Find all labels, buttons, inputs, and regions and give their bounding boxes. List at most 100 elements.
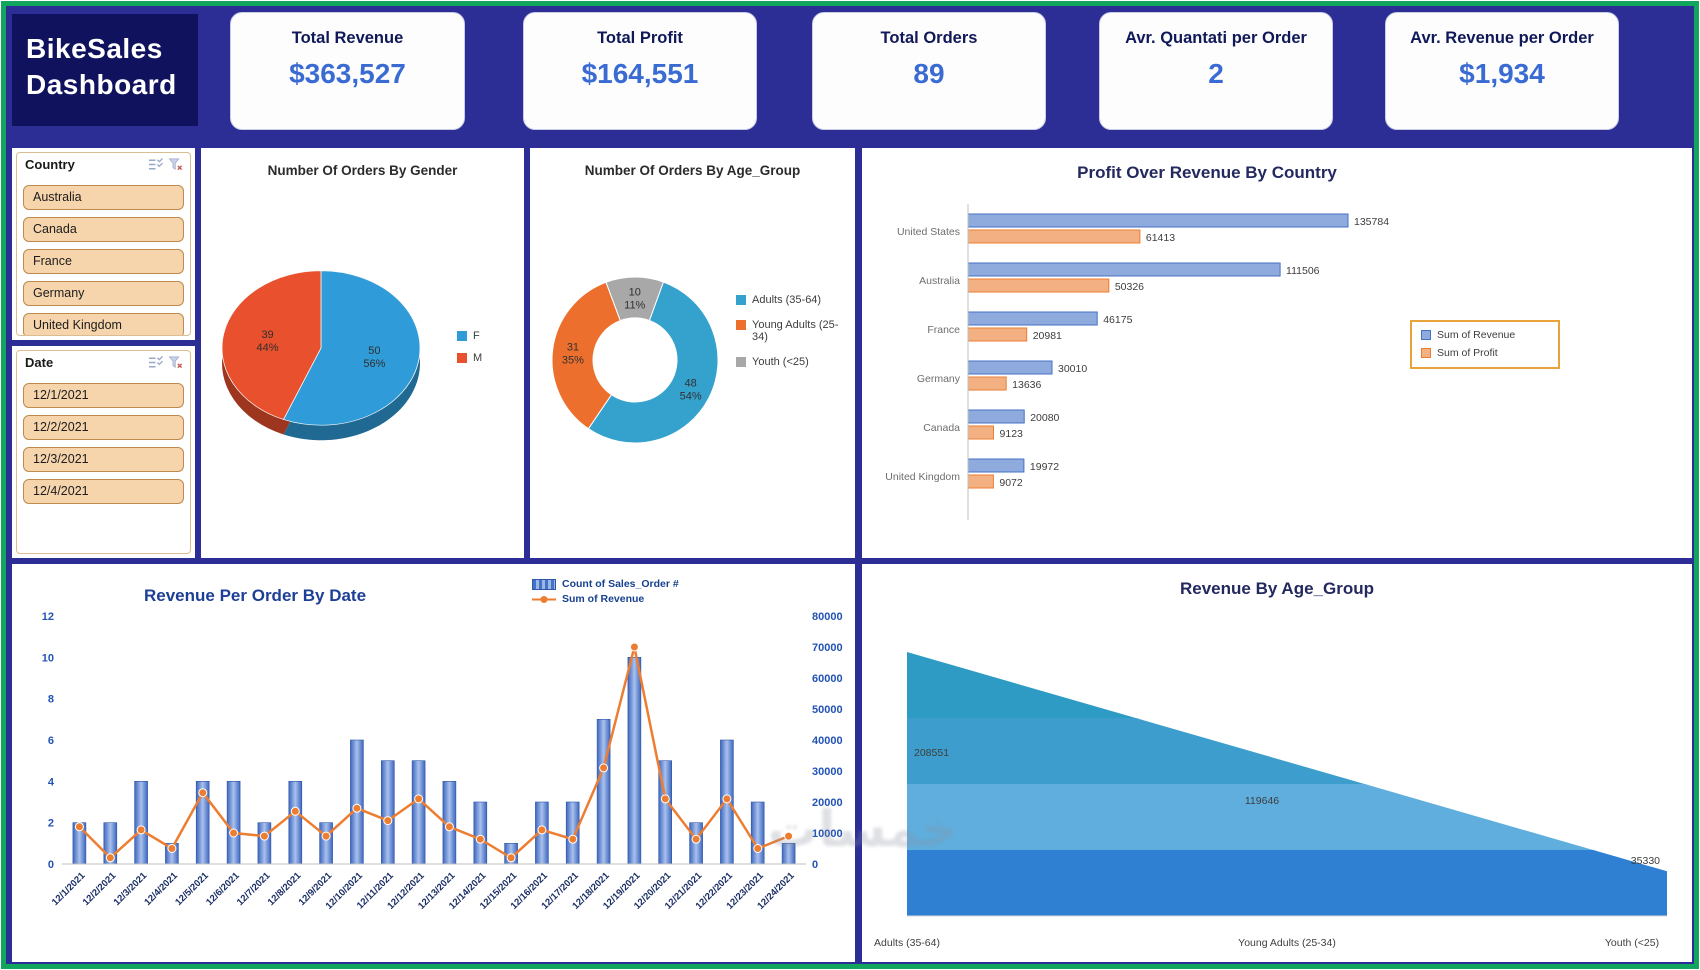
value-label: 119646 bbox=[1245, 795, 1279, 807]
right-axis-tick: 70000 bbox=[812, 642, 843, 654]
right-axis-tick: 0 bbox=[812, 859, 818, 871]
legend-item: Adults (35-64) bbox=[736, 294, 848, 306]
country-bars-svg: United States 135784 61413 Australia 111506 5… bbox=[885, 204, 1389, 520]
legend-swatch bbox=[457, 331, 467, 341]
country-slicer: Country Australia Canada France Germany Unit… bbox=[12, 148, 195, 340]
line-series-icon bbox=[532, 595, 556, 603]
right-axis-tick: 30000 bbox=[812, 766, 843, 778]
value-label: 20981 bbox=[1033, 330, 1062, 342]
bar bbox=[967, 360, 1053, 375]
legend-swatch bbox=[736, 357, 746, 367]
legend-swatch bbox=[457, 353, 467, 363]
slicer-item[interactable]: 12/1/2021 bbox=[23, 383, 184, 408]
bar bbox=[411, 760, 426, 865]
legend-label: Youth (<25) bbox=[752, 356, 809, 368]
kpi-value: $164,551 bbox=[581, 57, 699, 89]
date-slicer-list: 12/1/2021 12/2/2021 12/3/2021 12/4/2021 bbox=[12, 383, 195, 553]
clear-filter-icon[interactable] bbox=[168, 157, 183, 172]
data-label: 39 bbox=[261, 329, 273, 341]
line-marker bbox=[506, 853, 516, 863]
category-label: Canada bbox=[923, 422, 960, 434]
data-label: 44% bbox=[257, 342, 279, 354]
age-group-chart-title: Number Of Orders By Age_Group bbox=[584, 163, 801, 178]
clear-filter-icon[interactable] bbox=[168, 355, 183, 370]
slicer-item[interactable]: United Kingdom bbox=[23, 313, 184, 335]
bar bbox=[134, 781, 148, 865]
value-label: 50326 bbox=[1115, 281, 1144, 293]
bar bbox=[226, 781, 241, 865]
legend-item: F bbox=[457, 330, 482, 342]
multiselect-icon[interactable] bbox=[148, 157, 163, 172]
legend-item: M bbox=[457, 352, 482, 364]
revenue-by-date-title: Revenue Per Order By Date bbox=[144, 586, 367, 605]
legend-item: Youth (<25) bbox=[736, 356, 848, 368]
gender-chart-title: Number Of Orders By Gender bbox=[267, 163, 458, 178]
revenue-by-age-chart: 208551 119646 35330 Adults (35-64) Young Adu… bbox=[862, 564, 1692, 962]
revenue-by-date-chart: 0 2 4 6 8 10 12 0 10000 20000 30000 40000 50000 60000… bbox=[12, 564, 855, 962]
kpi-value: 89 bbox=[913, 57, 945, 89]
logo-line1: BikeSales bbox=[26, 33, 163, 64]
slicer-item[interactable]: 12/4/2021 bbox=[23, 479, 184, 504]
revenue-by-age-title: Revenue By Age_Group bbox=[1180, 579, 1374, 598]
legend-label: Sum of Revenue bbox=[562, 593, 645, 605]
bar bbox=[967, 311, 1098, 326]
country-chart-panel: Profit Over Revenue By Country United St… bbox=[862, 148, 1692, 558]
category-label: Adults (35-64) bbox=[874, 937, 940, 949]
legend-item: Sum of Revenue bbox=[1421, 329, 1549, 341]
line-marker bbox=[229, 828, 239, 838]
bar bbox=[319, 822, 333, 865]
pie-slice bbox=[221, 270, 322, 420]
value-label: 135784 bbox=[1354, 216, 1389, 228]
kpi-card-avg-revenue: Avr. Revenue per Order $1,934 bbox=[1385, 12, 1619, 130]
slicer-item[interactable]: Australia bbox=[23, 185, 184, 210]
line-marker bbox=[105, 853, 115, 863]
line-marker bbox=[290, 806, 300, 816]
multiselect-icon[interactable] bbox=[148, 355, 163, 370]
value-label: 208551 bbox=[914, 747, 949, 759]
line-marker bbox=[753, 844, 763, 853]
bar bbox=[967, 213, 1349, 228]
area-band bbox=[907, 784, 1667, 851]
slicer-item[interactable]: France bbox=[23, 249, 184, 274]
slicer-item[interactable]: Canada bbox=[23, 217, 184, 242]
line-marker bbox=[321, 831, 331, 841]
legend-label: Sum of Profit bbox=[1437, 347, 1498, 359]
bar bbox=[473, 801, 488, 865]
line-marker bbox=[568, 834, 578, 844]
left-axis-tick: 6 bbox=[48, 735, 54, 747]
line-marker bbox=[599, 763, 609, 773]
bar bbox=[967, 458, 1025, 473]
line-marker bbox=[660, 794, 670, 804]
date-slicer-title: Date bbox=[25, 355, 54, 370]
line-marker bbox=[444, 822, 454, 832]
line-marker bbox=[414, 794, 424, 804]
value-label: 46175 bbox=[1103, 314, 1132, 326]
legend-label: Adults (35-64) bbox=[752, 294, 822, 306]
country-legend: Sum of Revenue Sum of Profit bbox=[1410, 320, 1560, 369]
kpi-value: 2 bbox=[1208, 57, 1224, 89]
data-label: 31 bbox=[567, 342, 579, 354]
data-label: 54% bbox=[680, 390, 702, 402]
bar bbox=[596, 719, 611, 865]
kpi-label: Avr. Quantati per Order bbox=[1125, 29, 1307, 47]
data-label: 56% bbox=[363, 358, 385, 370]
slicer-item[interactable]: Germany bbox=[23, 281, 184, 306]
country-chart-title: Profit Over Revenue By Country bbox=[1077, 163, 1337, 182]
bar bbox=[967, 229, 1141, 244]
data-label: 35% bbox=[562, 355, 584, 367]
value-label: 9123 bbox=[1000, 428, 1024, 440]
value-label: 30010 bbox=[1058, 363, 1087, 375]
slicer-item[interactable]: 12/3/2021 bbox=[23, 447, 184, 472]
slicer-item[interactable]: 12/2/2021 bbox=[23, 415, 184, 440]
line-marker bbox=[475, 834, 485, 844]
kpi-label: Avr. Revenue per Order bbox=[1410, 29, 1594, 47]
pie-slice bbox=[282, 270, 421, 426]
donut-slice bbox=[605, 276, 665, 322]
date-slicer: Date 12/1/2021 12/2/2021 12/3/2021 12/4/202… bbox=[12, 346, 195, 558]
line-marker bbox=[259, 831, 269, 841]
bar bbox=[350, 739, 364, 865]
age-group-legend: Adults (35-64) Young Adults (25-34) Youth … bbox=[736, 294, 848, 381]
